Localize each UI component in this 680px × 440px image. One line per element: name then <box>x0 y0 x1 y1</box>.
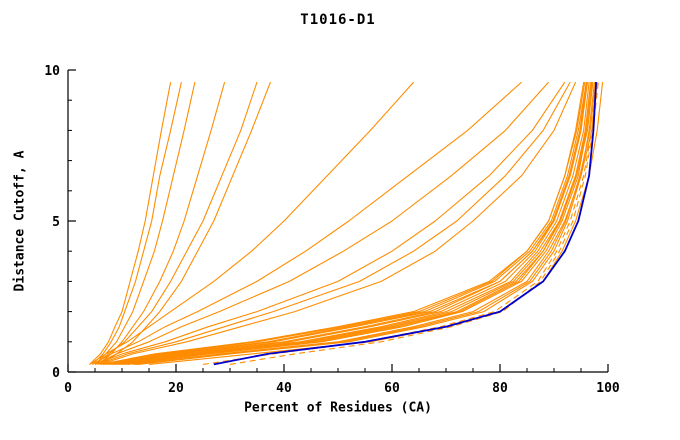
model-18-curve <box>100 81 577 365</box>
y-tick-label: 0 <box>52 366 60 381</box>
model-28-curve <box>94 81 258 365</box>
x-tick-label: 60 <box>384 381 400 396</box>
y-tick-label: 5 <box>52 215 60 230</box>
x-tick-label: 40 <box>276 381 292 396</box>
model-05-curve <box>116 82 590 365</box>
model-12-curve <box>124 82 594 365</box>
model-06-curve <box>105 82 587 365</box>
model-27-curve <box>91 81 182 365</box>
x-axis-label: Percent of Residues (CA) <box>244 400 432 416</box>
model-11-curve <box>108 82 587 365</box>
model-24-curve <box>94 81 196 365</box>
chart-title: T1016-D1 <box>300 12 376 28</box>
y-tick-label: 10 <box>44 64 60 79</box>
model-08-curve <box>113 82 589 365</box>
model-14-curve <box>135 82 597 365</box>
x-tick-label: 80 <box>492 381 508 396</box>
model-22-curve <box>92 81 522 365</box>
model-07-curve <box>127 82 593 365</box>
model-01-curve <box>111 82 587 365</box>
model-17-curve <box>229 82 599 365</box>
model-13-curve <box>102 82 586 365</box>
model-29-curve <box>89 81 172 365</box>
x-tick-label: 0 <box>64 381 72 396</box>
best-model-curve <box>213 82 597 366</box>
x-tick-label: 20 <box>168 381 184 396</box>
model-19-curve <box>94 81 566 365</box>
model-26-curve <box>100 81 272 365</box>
model-20-curve <box>97 81 571 365</box>
model-10-curve <box>119 82 592 365</box>
model-21-curve <box>94 81 550 365</box>
x-tick-label: 100 <box>596 381 620 396</box>
